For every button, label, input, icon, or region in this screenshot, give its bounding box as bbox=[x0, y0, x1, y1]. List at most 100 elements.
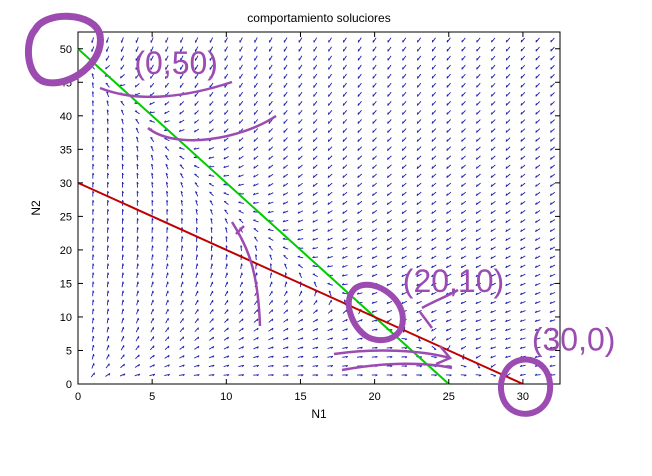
field-arrow-head bbox=[357, 139, 359, 142]
field-arrow-head bbox=[386, 211, 389, 214]
field-arrow-head bbox=[180, 181, 183, 185]
field-arrow-head bbox=[549, 328, 552, 331]
field-arrow-head bbox=[271, 337, 274, 340]
field-arrow-head bbox=[357, 175, 359, 178]
field-arrow-head bbox=[446, 166, 448, 169]
field-arrow-head bbox=[298, 272, 302, 275]
field-arrow-head bbox=[520, 211, 523, 214]
field-arrow-head bbox=[271, 327, 274, 331]
field-arrow-head bbox=[107, 127, 109, 130]
field-arrow-head bbox=[267, 201, 271, 205]
field-arrow-head bbox=[92, 272, 95, 275]
field-arrow-head bbox=[520, 220, 523, 223]
x-tick-label: 5 bbox=[149, 391, 155, 403]
field-arrow-head bbox=[550, 76, 552, 79]
field-arrow-head bbox=[181, 227, 184, 230]
field-arrow-head bbox=[535, 247, 537, 250]
field-arrow-head bbox=[268, 184, 270, 187]
field-arrow-head bbox=[401, 211, 404, 214]
field-arrow-head bbox=[312, 157, 315, 160]
field-arrow-head bbox=[505, 85, 508, 88]
chart-title: comportamiento soluciores bbox=[247, 11, 390, 25]
field-arrow-head bbox=[151, 227, 154, 230]
x-tick-label: 0 bbox=[75, 391, 81, 403]
field-arrow-head bbox=[342, 211, 345, 214]
field-arrow-head bbox=[534, 355, 538, 358]
field-arrow-head bbox=[372, 202, 374, 205]
field-arrow-head bbox=[476, 103, 478, 106]
field-arrow-head bbox=[179, 103, 181, 106]
field-arrow-head bbox=[357, 157, 359, 160]
field-arrow-head bbox=[167, 364, 170, 367]
field-arrow-head bbox=[226, 263, 228, 266]
field-arrow-head bbox=[431, 247, 434, 250]
field-arrow-head bbox=[193, 129, 196, 133]
field-arrow-head bbox=[505, 355, 508, 359]
field-arrow-head bbox=[371, 238, 374, 241]
field-arrow-head bbox=[212, 346, 215, 349]
handwritten-annotations: (0,50) (20,10) (30,0) bbox=[24, 12, 615, 417]
field-arrow-head bbox=[254, 236, 257, 239]
field-arrow-head bbox=[256, 272, 258, 275]
field-arrow-head bbox=[91, 40, 93, 43]
field-arrow-head bbox=[550, 166, 552, 169]
field-arrow-head bbox=[315, 365, 319, 368]
field-arrow-head bbox=[434, 374, 437, 377]
field-arrow-head bbox=[92, 154, 95, 158]
field-arrow-head bbox=[297, 220, 300, 223]
x-tick-label: 30 bbox=[517, 391, 529, 403]
field-arrow-head bbox=[152, 263, 154, 266]
field-arrow-head bbox=[106, 118, 109, 121]
field-arrow-head bbox=[253, 166, 256, 169]
field-arrow-head bbox=[122, 245, 125, 248]
field-arrow-head bbox=[549, 184, 552, 187]
field-arrow-head bbox=[92, 326, 95, 330]
field-arrow-head bbox=[92, 308, 95, 312]
field-arrow-head bbox=[401, 256, 404, 259]
field-arrow-head bbox=[107, 236, 110, 239]
field-arrow-head bbox=[92, 299, 95, 302]
field-arrow-head bbox=[446, 157, 448, 160]
field-arrow-head bbox=[445, 301, 448, 305]
field-arrow-head bbox=[461, 157, 463, 160]
field-arrow-head bbox=[416, 329, 419, 332]
field-arrow-head bbox=[490, 112, 493, 115]
field-arrow-head bbox=[106, 109, 109, 112]
field-arrow-head bbox=[167, 355, 170, 358]
field-arrow-head bbox=[520, 85, 523, 88]
field-arrow-head bbox=[419, 365, 423, 368]
field-arrow-head bbox=[122, 227, 124, 230]
field-arrow-head bbox=[461, 121, 463, 124]
field-arrow-head bbox=[431, 184, 434, 187]
field-arrow-head bbox=[316, 355, 319, 359]
field-arrow-head bbox=[505, 238, 508, 241]
field-arrow-head bbox=[401, 202, 404, 205]
field-arrow-head bbox=[282, 202, 285, 205]
field-arrow-head bbox=[386, 193, 389, 196]
field-arrow-head bbox=[151, 163, 154, 167]
field-arrow-head bbox=[105, 82, 109, 85]
field-arrow-head bbox=[166, 199, 169, 203]
field-arrow-head bbox=[386, 283, 389, 286]
field-arrow-head bbox=[242, 318, 244, 321]
field-arrow-head bbox=[490, 166, 493, 169]
field-arrow-head bbox=[490, 184, 493, 187]
field-arrow-head bbox=[164, 120, 167, 123]
field-arrow-head bbox=[107, 308, 110, 312]
field-arrow-head bbox=[282, 228, 285, 231]
field-arrow-head bbox=[404, 356, 408, 359]
field-arrow-head bbox=[446, 148, 448, 151]
field-arrow-head bbox=[165, 163, 168, 166]
field-arrow-head bbox=[256, 346, 259, 349]
field-arrow-head bbox=[122, 281, 125, 284]
field-arrow-head bbox=[282, 219, 285, 223]
field-arrow-head bbox=[490, 130, 493, 133]
field-arrow-head bbox=[342, 256, 345, 259]
field-arrow-head bbox=[298, 148, 300, 151]
field-arrow-head bbox=[534, 319, 537, 322]
field-arrow-head bbox=[196, 272, 199, 275]
field-arrow-head bbox=[505, 265, 508, 268]
field-arrow-head bbox=[238, 166, 241, 169]
field-arrow-head bbox=[475, 166, 478, 169]
field-arrow-head bbox=[550, 85, 552, 88]
